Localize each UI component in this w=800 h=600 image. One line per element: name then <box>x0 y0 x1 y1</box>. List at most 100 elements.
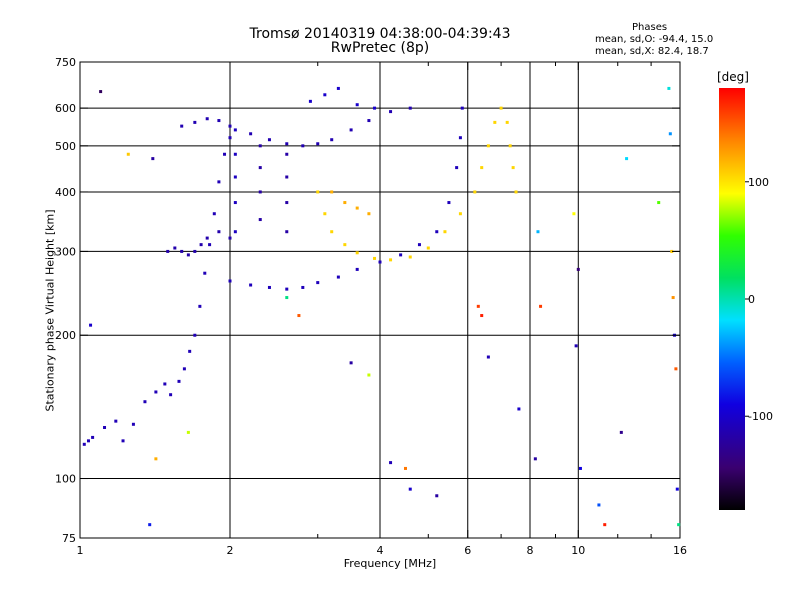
data-point <box>674 367 678 371</box>
data-point <box>435 230 439 234</box>
data-point <box>297 314 301 318</box>
x-tick-label: 16 <box>673 544 687 557</box>
data-point <box>511 166 515 170</box>
x-tick-label: 2 <box>227 544 234 557</box>
y-tick-label: 750 <box>55 56 76 69</box>
grid-lines <box>80 62 680 538</box>
data-point <box>99 90 103 94</box>
data-point <box>455 166 459 170</box>
data-point <box>126 152 130 156</box>
data-point <box>619 430 623 434</box>
data-point <box>367 119 371 123</box>
data-point <box>166 249 170 253</box>
data-point <box>539 304 543 308</box>
data-point <box>89 323 93 327</box>
data-point <box>373 106 377 110</box>
data-point <box>480 314 484 318</box>
data-point <box>603 523 607 527</box>
data-point <box>212 212 216 216</box>
data-point <box>199 243 203 247</box>
data-point <box>677 523 681 527</box>
data-point <box>536 230 540 234</box>
data-point <box>258 166 262 170</box>
data-point <box>180 249 184 253</box>
data-point <box>228 236 232 240</box>
data-point <box>367 212 371 216</box>
data-point <box>576 267 580 271</box>
data-point <box>323 212 327 216</box>
data-point <box>508 144 512 148</box>
data-point <box>667 86 671 90</box>
data-point <box>228 136 232 140</box>
data-point <box>458 136 462 140</box>
data-point <box>480 166 484 170</box>
data-point <box>330 190 334 194</box>
x-axis-label: Frequency [MHz] <box>343 557 437 570</box>
data-point <box>323 93 327 97</box>
data-point <box>435 494 439 498</box>
data-point <box>121 439 125 443</box>
data-point <box>228 124 232 128</box>
data-point <box>355 267 359 271</box>
data-point <box>151 157 155 161</box>
data-point <box>316 142 320 146</box>
axes: 1 2 4 6 8 10 16 75 100 200 300 400 500 600 750 <box>55 56 687 557</box>
data-point <box>533 457 537 461</box>
data-point <box>233 201 237 205</box>
x-tick-label: 6 <box>464 544 471 557</box>
data-point <box>343 243 347 247</box>
data-point <box>316 281 320 285</box>
data-point <box>223 152 227 156</box>
data-point <box>671 296 675 300</box>
data-point <box>154 390 158 394</box>
data-point <box>198 304 202 308</box>
data-point <box>403 466 407 470</box>
data-point <box>154 457 158 461</box>
data-point <box>208 243 212 247</box>
data-point <box>625 157 629 161</box>
data-point <box>336 86 340 90</box>
data-point <box>86 439 90 443</box>
data-point <box>233 128 237 132</box>
data-point <box>670 249 674 253</box>
y-tick-label: 400 <box>55 186 76 199</box>
data-point <box>389 258 393 262</box>
data-point <box>408 255 412 259</box>
data-point <box>186 430 190 434</box>
data-point <box>103 425 107 429</box>
data-point <box>217 180 221 184</box>
x-tick-label: 4 <box>377 544 384 557</box>
data-point <box>668 132 672 136</box>
data-point <box>285 201 289 205</box>
data-point <box>572 212 576 216</box>
data-point <box>373 256 377 260</box>
data-points <box>82 86 681 527</box>
colorbar-unit: [deg] <box>717 70 749 84</box>
data-point <box>143 400 147 404</box>
data-point <box>163 382 167 386</box>
data-point <box>349 128 353 132</box>
data-point <box>131 422 135 426</box>
data-point <box>675 487 679 491</box>
data-point <box>330 230 334 234</box>
data-point <box>217 119 221 123</box>
data-point <box>316 190 320 194</box>
data-point <box>486 144 490 148</box>
data-point <box>267 138 271 142</box>
data-point <box>447 201 451 205</box>
data-point <box>249 283 253 287</box>
stats-title: Phases <box>632 22 668 33</box>
data-point <box>217 230 221 234</box>
data-point <box>148 523 152 527</box>
stats-o-mode: mean, sd,O: -94.4, 15.0 <box>595 34 714 45</box>
data-point <box>285 296 289 300</box>
data-point <box>657 201 661 205</box>
data-point <box>285 152 289 156</box>
data-point <box>285 175 289 179</box>
data-point <box>355 206 359 210</box>
colorbar <box>719 88 745 510</box>
y-tick-label: 100 <box>55 473 76 486</box>
data-point <box>258 144 262 148</box>
data-point <box>203 271 207 275</box>
